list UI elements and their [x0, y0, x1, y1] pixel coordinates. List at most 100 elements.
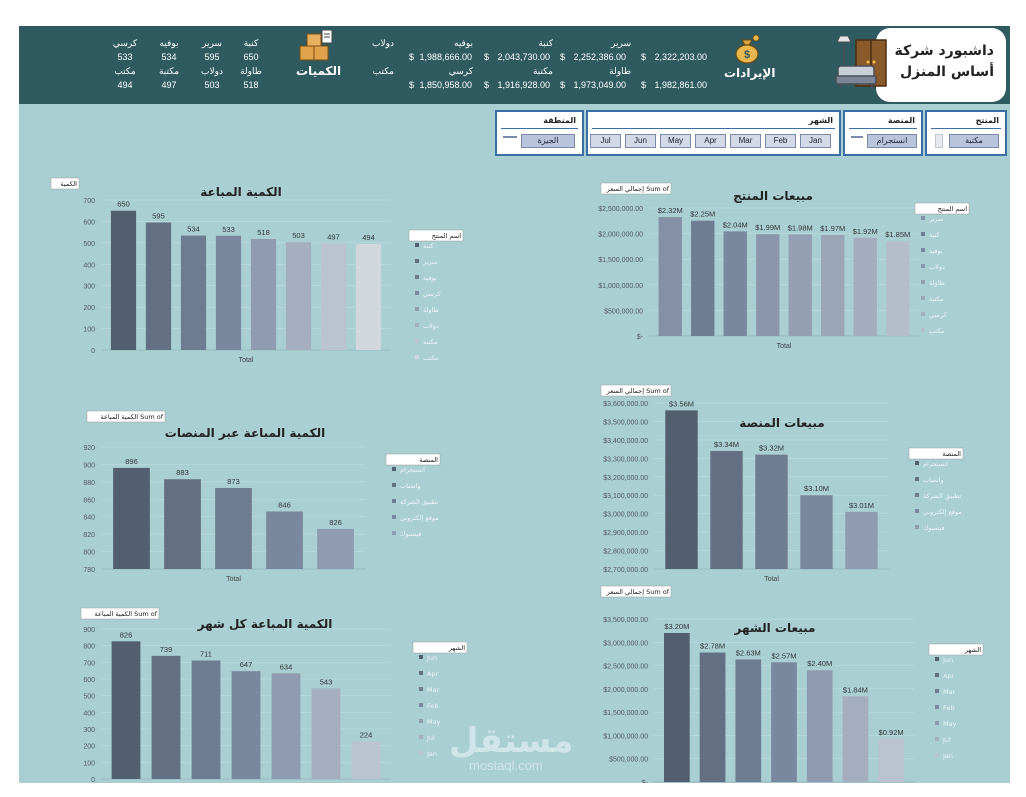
slicer-blank-item[interactable]: [935, 134, 943, 148]
legend-item: تطبيق الشركة: [923, 492, 961, 500]
bar[interactable]: [145, 222, 172, 351]
product-slicer[interactable]: المنتج مكتبة: [925, 110, 1007, 156]
bar[interactable]: [691, 220, 715, 336]
data-label: $3.01M: [849, 501, 874, 510]
bar[interactable]: [111, 641, 141, 779]
legend-title-box[interactable]: [908, 447, 964, 460]
platform-slicer-title: المنصة: [887, 116, 915, 125]
legend-title-box[interactable]: [408, 229, 464, 242]
bar[interactable]: [878, 739, 904, 782]
y-tick-label: $2,000,000.00: [603, 687, 648, 694]
legend-title: الشهر: [448, 644, 465, 652]
header-bar: داشبورد شركة أساس المنزل $ الإيرادات: [19, 26, 1010, 104]
bar[interactable]: [231, 671, 261, 779]
bar[interactable]: [723, 231, 747, 336]
bar[interactable]: [191, 660, 221, 780]
bar[interactable]: [842, 696, 869, 782]
data-label: $2.25M: [690, 210, 715, 219]
bar[interactable]: [886, 241, 910, 336]
legend-item: May: [427, 718, 441, 726]
y-tick-label: $2,500,000.00: [598, 206, 643, 213]
region-slicer-selected[interactable]: الجيزة: [521, 134, 575, 148]
bar[interactable]: [806, 670, 833, 782]
month-slicer-item-jun[interactable]: Jun: [625, 134, 656, 148]
y-tick-label: $3,000,000.00: [603, 512, 648, 519]
month-slicer[interactable]: الشهر Jan Feb Mar Apr May Jun Jul: [586, 110, 841, 156]
quantity-item-name: سرير: [202, 38, 222, 48]
bar[interactable]: [113, 467, 150, 569]
month-slicer-item-may[interactable]: May: [660, 134, 691, 148]
legend-title-box[interactable]: [385, 453, 441, 466]
data-label: $3.32M: [759, 444, 784, 453]
region-slicer-title: المنطقة: [543, 116, 576, 125]
bar[interactable]: [311, 688, 341, 780]
field-button[interactable]: [600, 182, 672, 195]
data-label: 873: [227, 477, 240, 486]
bar[interactable]: [164, 479, 201, 569]
bar[interactable]: [699, 652, 726, 782]
bar[interactable]: [351, 741, 381, 779]
month-slicer-item-jul[interactable]: Jul: [590, 134, 621, 148]
field-button[interactable]: [50, 177, 80, 190]
legend-title-box[interactable]: [928, 643, 984, 656]
bar[interactable]: [110, 210, 137, 350]
chart-svg: 780 800 820 840 860 880 900 920 896 883 873 846 826 T…: [83, 410, 441, 583]
field-button[interactable]: [86, 410, 166, 423]
legend-title-box[interactable]: [412, 641, 468, 654]
bar[interactable]: [788, 234, 812, 336]
bar[interactable]: [215, 487, 252, 569]
legend-item: Feb: [427, 702, 439, 710]
bar[interactable]: [317, 528, 354, 569]
bar[interactable]: [250, 239, 277, 350]
bar[interactable]: [215, 235, 242, 350]
bar[interactable]: [845, 511, 878, 569]
bar[interactable]: [771, 662, 797, 782]
slicer-blank-item[interactable]: [503, 136, 517, 138]
quantity-item-name: طاولة: [240, 66, 262, 76]
bar[interactable]: [664, 632, 690, 782]
bar[interactable]: [853, 237, 877, 336]
revenue-item-value: 1,850,958.00: [419, 80, 472, 90]
platform-slicer-selected[interactable]: انستجرام: [867, 134, 917, 148]
quantity-item-name: بوفيه: [159, 38, 179, 48]
platform-slicer[interactable]: المنصة انستجرام: [843, 110, 923, 156]
data-label: $3.56M: [669, 399, 694, 408]
data-label: 650: [117, 200, 130, 209]
field-button[interactable]: [600, 585, 672, 598]
bar[interactable]: [271, 673, 301, 779]
field-button[interactable]: [80, 607, 160, 620]
data-label: 883: [176, 468, 189, 477]
region-slicer[interactable]: المنطقة الجيزة: [495, 110, 584, 156]
bar[interactable]: [821, 234, 845, 336]
legend-title-box[interactable]: [914, 202, 970, 215]
bar[interactable]: [756, 234, 780, 336]
bar[interactable]: [151, 655, 181, 779]
bar[interactable]: [266, 511, 303, 569]
bar[interactable]: [710, 450, 743, 569]
month-slicer-item-mar[interactable]: Mar: [730, 134, 761, 148]
bar[interactable]: [735, 659, 762, 782]
y-tick-label: 300: [83, 284, 95, 291]
bar[interactable]: [355, 244, 382, 350]
legend-item: فيسبوك: [923, 524, 945, 532]
bar[interactable]: [665, 410, 698, 569]
legend-swatch: [415, 291, 419, 295]
legend-swatch: [419, 655, 423, 659]
field-button[interactable]: [600, 384, 672, 397]
product-slicer-selected[interactable]: مكتبة: [949, 134, 999, 148]
quantity-label: الكميات: [296, 64, 342, 78]
month-slicer-item-feb[interactable]: Feb: [765, 134, 796, 148]
y-tick-label: $3,500,000.00: [603, 419, 648, 426]
bar[interactable]: [180, 235, 207, 350]
bar[interactable]: [755, 454, 788, 569]
chart-svg: 0 100 200 300 400 500 600 700 650 595 534 533 518 503…: [50, 177, 464, 364]
bar[interactable]: [320, 243, 347, 351]
month-slicer-item-jan[interactable]: Jan: [800, 134, 831, 148]
bar[interactable]: [285, 242, 312, 350]
platform-sales-chart: $2,700,000.00 $2,800,000.00 $2,900,000.00 $…: [579, 381, 999, 583]
bar[interactable]: [658, 217, 682, 336]
y-tick-label: 900: [83, 627, 95, 634]
bar[interactable]: [800, 495, 833, 569]
slicer-blank-item[interactable]: [851, 136, 863, 138]
month-slicer-item-apr[interactable]: Apr: [695, 134, 726, 148]
